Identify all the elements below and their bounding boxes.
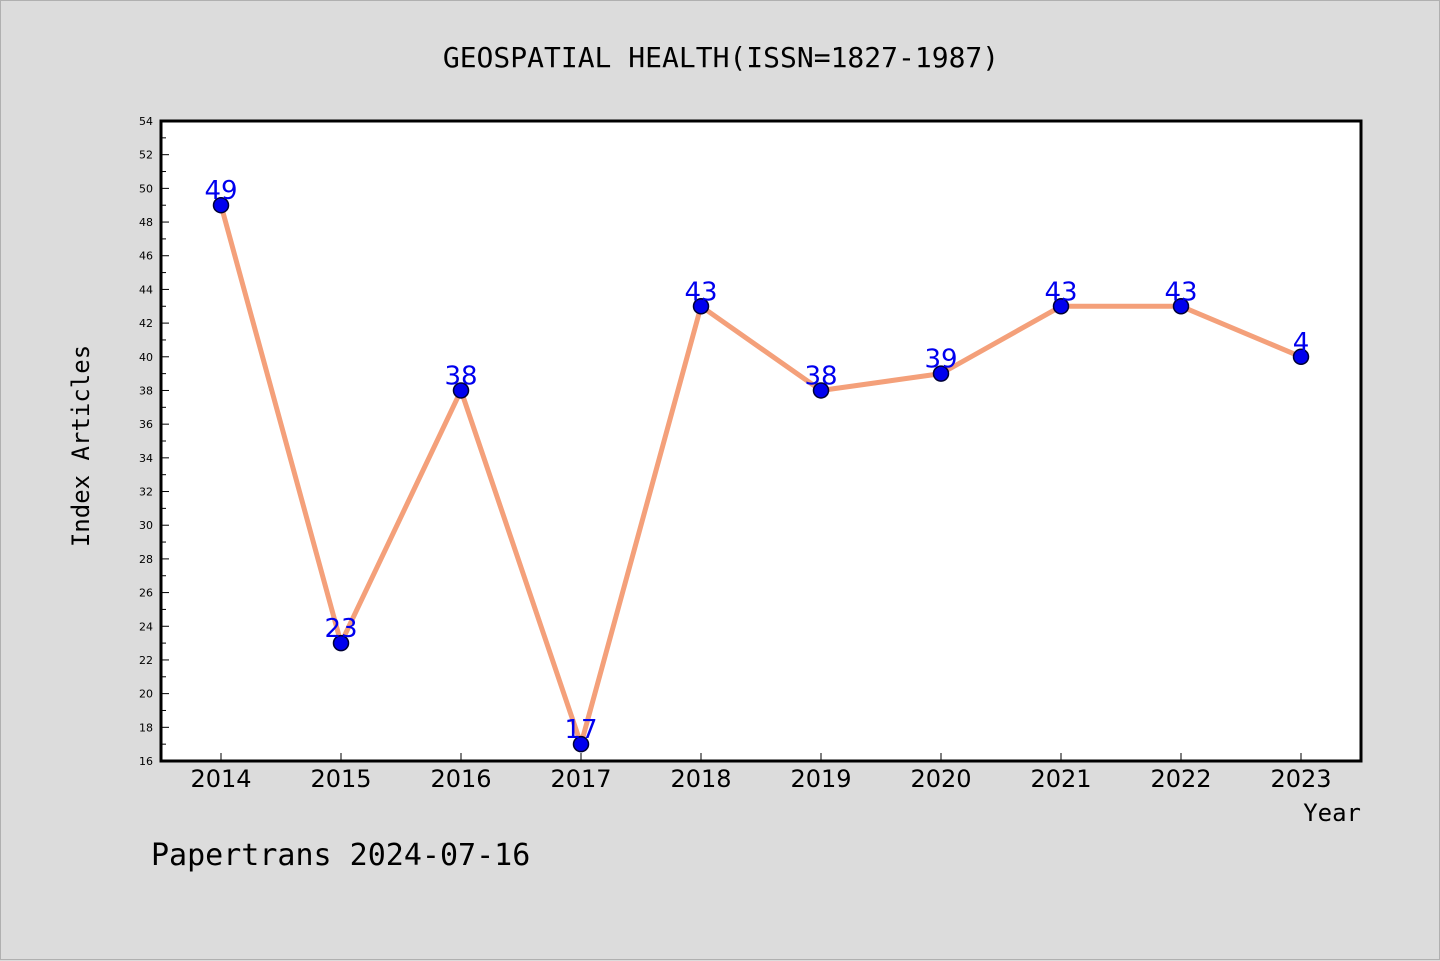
data-label: 43 [1044,277,1077,307]
data-point [692,298,710,315]
y-tick-label: 48 [139,216,153,229]
y-tick-label: 34 [139,452,153,465]
x-tick-label: 2017 [550,765,611,793]
data-label: 43 [684,277,717,307]
y-tick-label: 24 [139,620,153,633]
data-point [452,382,470,399]
y-tick-label: 44 [139,283,153,296]
chart-title: GEOSPATIAL HEALTH(ISSN=1827-1987) [443,41,999,74]
footer-credit: Papertrans 2024-07-16 [151,838,530,873]
series-line [218,204,1302,747]
x-axis-title: Year [1303,799,1361,827]
data-point [332,634,350,652]
data-label: 39 [924,345,957,375]
y-axis: 16 18 20 22 24 26 28 30 32 34 36 38 40 42 44 46 48 50 52 54 [139,115,169,768]
y-tick-label: 50 [139,182,153,195]
y-tick-label: 36 [139,418,153,431]
data-label: 49 [204,176,237,206]
y-tick-label: 20 [139,688,153,701]
x-axis: 2014 2015 2016 2017 2018 2019 2020 2021 2022 2023 [190,753,1332,793]
data-point [1052,298,1070,315]
y-tick-label: 52 [139,149,153,162]
plot-area [159,119,1363,763]
data-point [1292,348,1310,366]
x-tick-label: 2016 [430,765,491,793]
x-tick-label: 2018 [670,765,731,793]
data-point [572,735,590,753]
x-tick-label: 2021 [1030,765,1091,793]
x-tick-label: 2014 [190,765,251,793]
y-tick-label: 22 [139,654,153,667]
data-label: 43 [1164,277,1197,307]
data-label: 23 [324,614,357,644]
y-tick-label: 30 [139,519,153,532]
data-label: 4 [1293,328,1310,358]
data-label: 17 [564,715,597,745]
y-tick-label: 54 [139,115,153,128]
data-labels: 49 23 38 17 43 38 39 43 43 4 [204,176,1309,745]
y-tick-label: 18 [139,721,153,734]
y-tick-label: 16 [139,755,153,768]
y-tick-label: 46 [139,250,153,263]
x-tick-label: 2015 [310,765,371,793]
x-tick-label: 2023 [1270,765,1331,793]
y-axis-title: Index Articles [67,345,95,547]
data-label: 38 [444,361,477,391]
x-tick-label: 2019 [790,765,851,793]
x-tick-label: 2020 [910,765,971,793]
data-point [932,365,950,382]
data-point [212,196,230,214]
y-tick-label: 40 [139,351,153,364]
data-point [1172,298,1190,315]
data-label: 38 [804,361,837,391]
data-point [812,382,830,399]
x-tick-label: 2022 [1150,765,1211,793]
y-tick-label: 38 [139,384,153,397]
y-tick-label: 32 [139,486,153,499]
y-tick-label: 42 [139,317,153,330]
y-tick-label: 26 [139,587,153,600]
series-layer [212,196,1310,753]
y-tick-label: 28 [139,553,153,566]
